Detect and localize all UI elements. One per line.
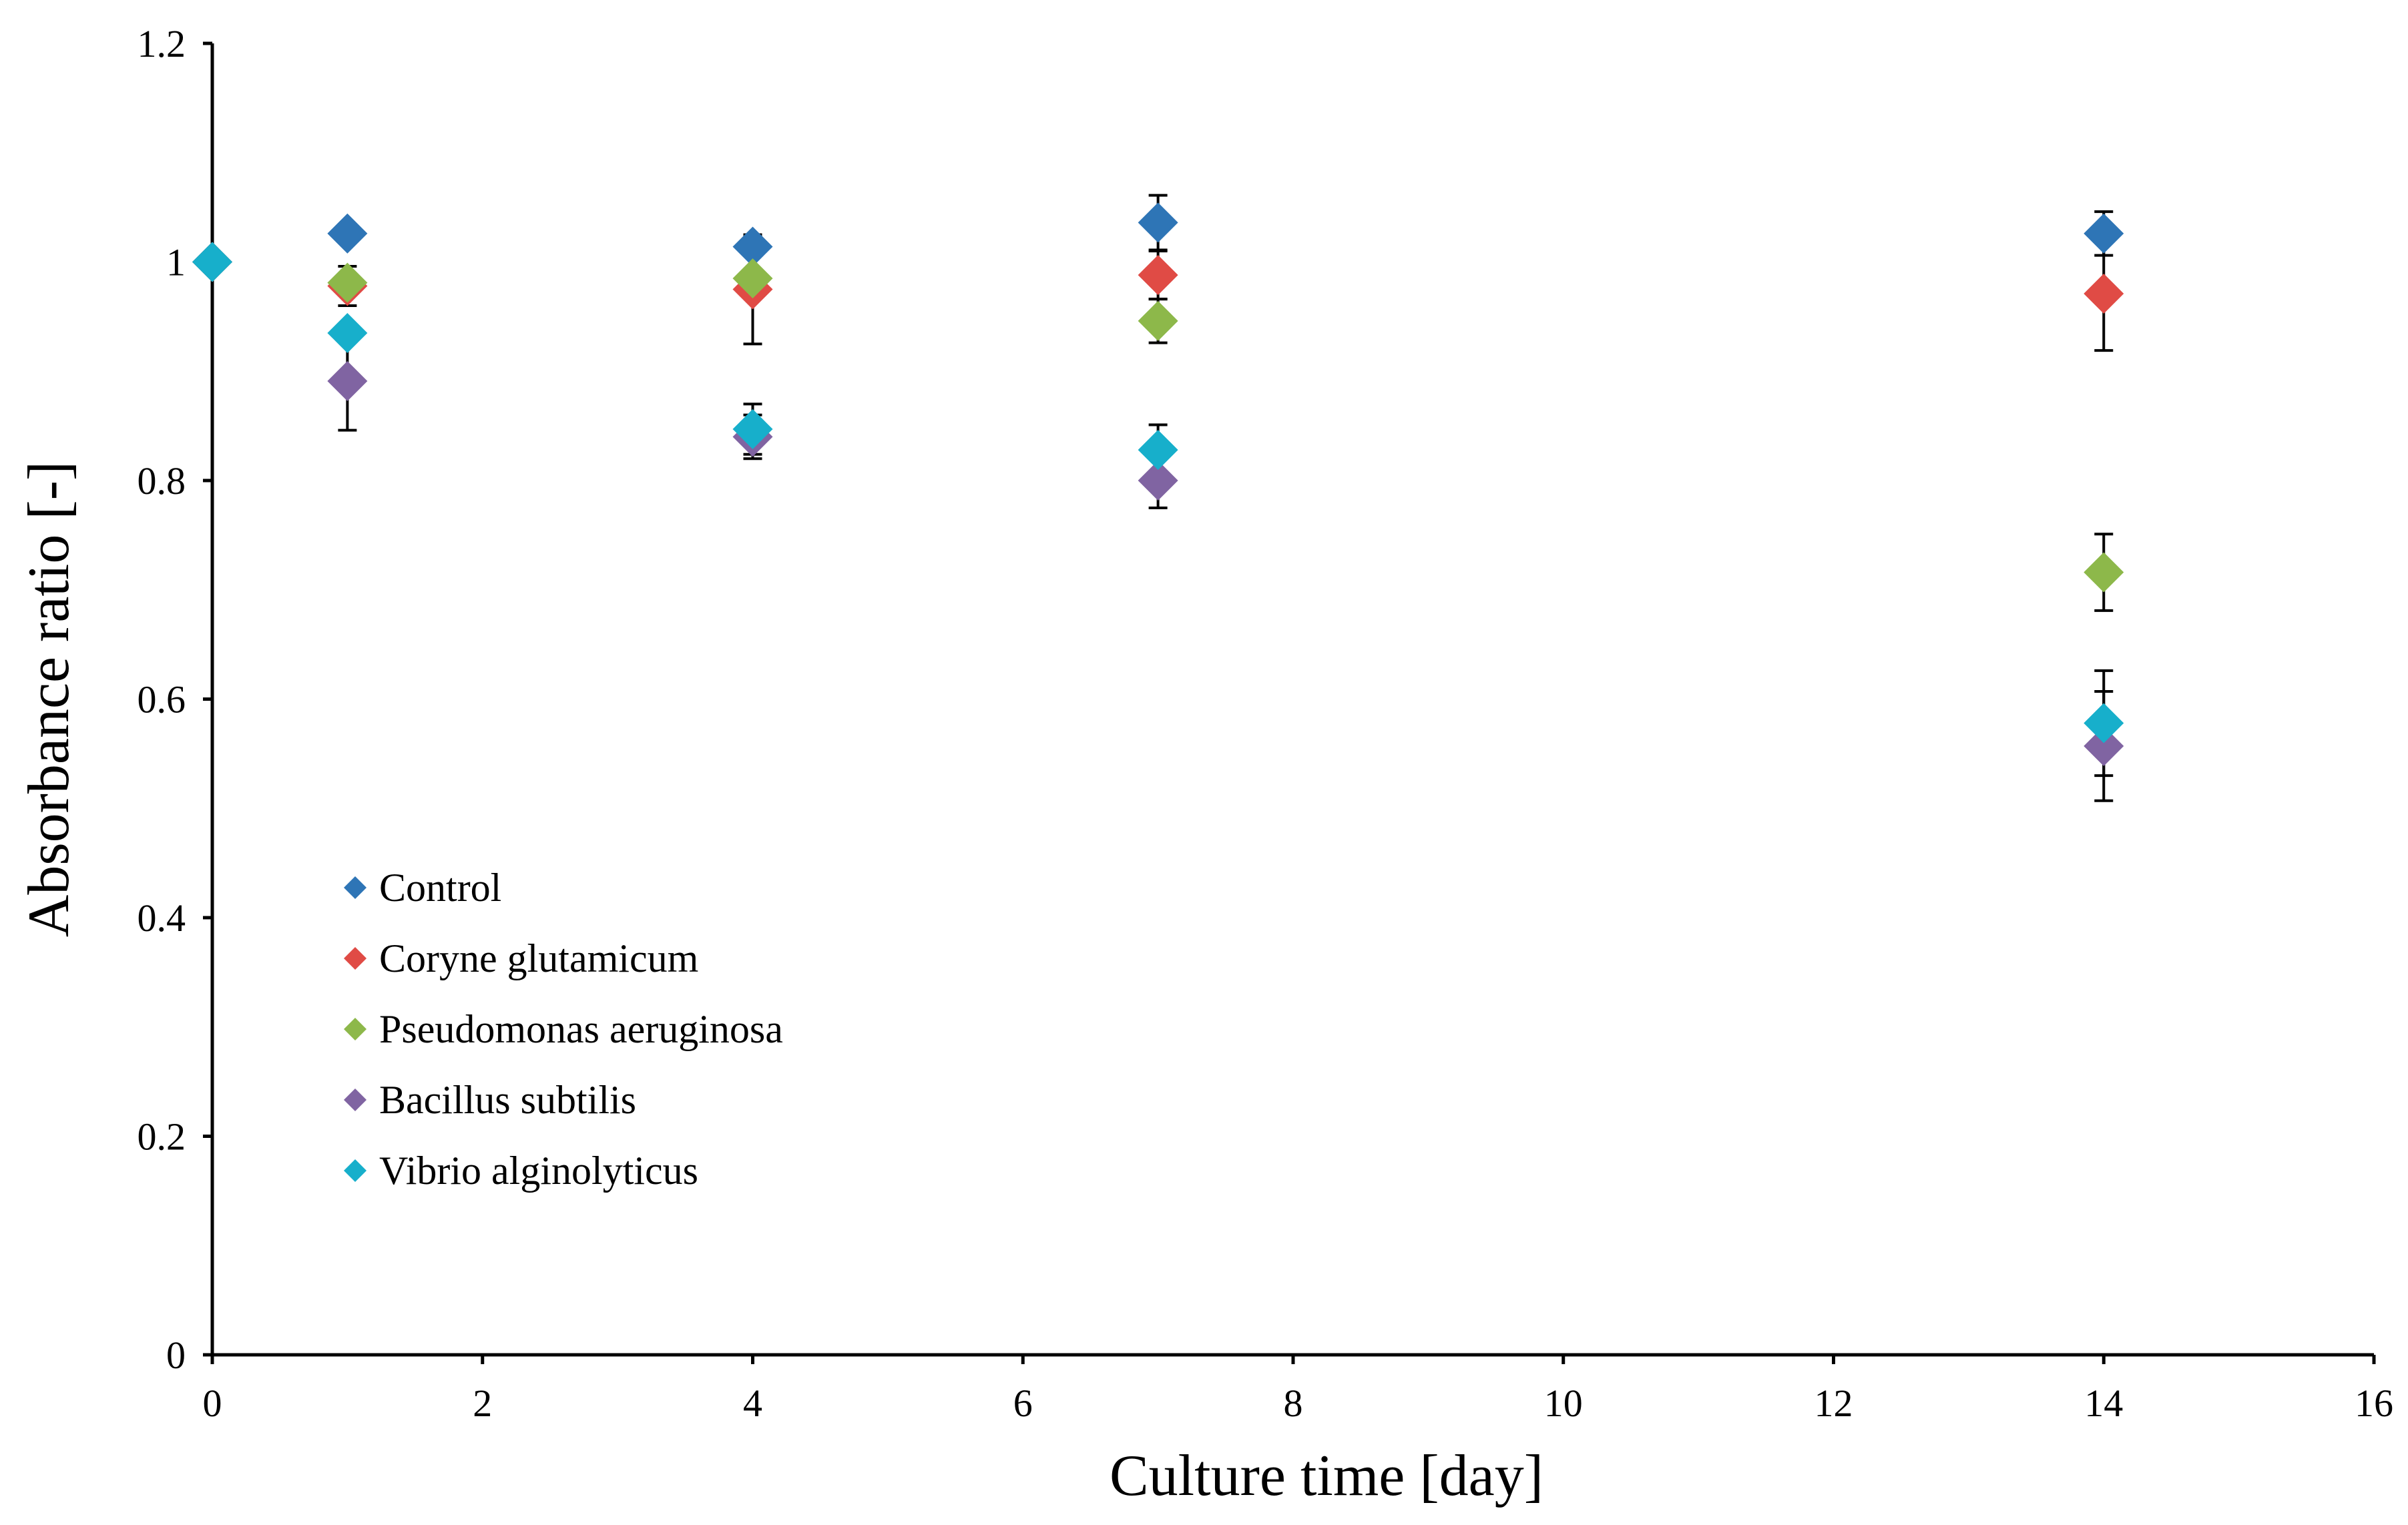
data-point — [1138, 430, 1178, 471]
y-axis-title: Absorbance ratio [-] — [17, 461, 81, 937]
data-point — [732, 409, 773, 450]
legend-label: Pseudomonas aeruginosa — [379, 1007, 783, 1051]
legend-label: Bacillus subtilis — [379, 1078, 636, 1122]
data-point — [327, 262, 368, 303]
x-tick-label: 0 — [203, 1382, 222, 1425]
legend-marker — [344, 947, 367, 970]
x-tick-label: 10 — [1544, 1382, 1583, 1425]
data-point — [2084, 273, 2124, 314]
legend-label: Coryne glutamicum — [379, 936, 698, 980]
y-tick-label: 1 — [166, 241, 186, 284]
y-ticks: 0 0.2 0.4 0.6 0.8 1 1.2 — [138, 22, 212, 1377]
data-point — [1138, 202, 1178, 243]
x-axis-title: Culture time [day] — [1110, 1444, 1543, 1508]
data-point — [1138, 255, 1178, 296]
x-tick-label: 6 — [1013, 1382, 1033, 1425]
data-point — [327, 213, 368, 254]
x-tick-label: 4 — [743, 1382, 762, 1425]
data-point — [2084, 703, 2124, 743]
data-point — [192, 242, 232, 282]
x-ticks: 0 2 4 6 8 10 12 14 16 — [203, 1355, 2393, 1425]
data-point — [1138, 300, 1178, 341]
data-point — [327, 360, 368, 401]
data-point — [2084, 213, 2124, 254]
data-point — [327, 312, 368, 353]
legend-label: Control — [379, 866, 501, 910]
y-tick-label: 1.2 — [138, 22, 186, 65]
legend-marker — [344, 1159, 367, 1182]
x-tick-label: 2 — [473, 1382, 492, 1425]
data-point — [1138, 461, 1178, 501]
legend-marker — [344, 1018, 367, 1040]
data-point — [732, 226, 773, 267]
legend-label: Vibrio alginolyticus — [379, 1149, 698, 1193]
y-tick-label: 0.4 — [138, 896, 186, 940]
data-point — [2084, 552, 2124, 593]
y-tick-label: 0.6 — [138, 678, 186, 721]
error-bars — [338, 194, 2114, 802]
x-tick-label: 16 — [2355, 1382, 2393, 1425]
data-point — [732, 258, 773, 299]
data-point — [2084, 725, 2124, 766]
legend-marker — [344, 876, 367, 899]
data-points — [192, 202, 2124, 766]
y-tick-label: 0.2 — [138, 1115, 186, 1159]
y-tick-label: 0.8 — [138, 459, 186, 503]
x-tick-label: 8 — [1284, 1382, 1303, 1425]
legend-marker — [344, 1089, 367, 1111]
x-tick-label: 14 — [2084, 1382, 2123, 1425]
x-tick-label: 12 — [1815, 1382, 1853, 1425]
legend: Control Coryne glutamicum Pseudomonas aeru… — [344, 866, 783, 1193]
y-tick-label: 0 — [166, 1333, 186, 1377]
